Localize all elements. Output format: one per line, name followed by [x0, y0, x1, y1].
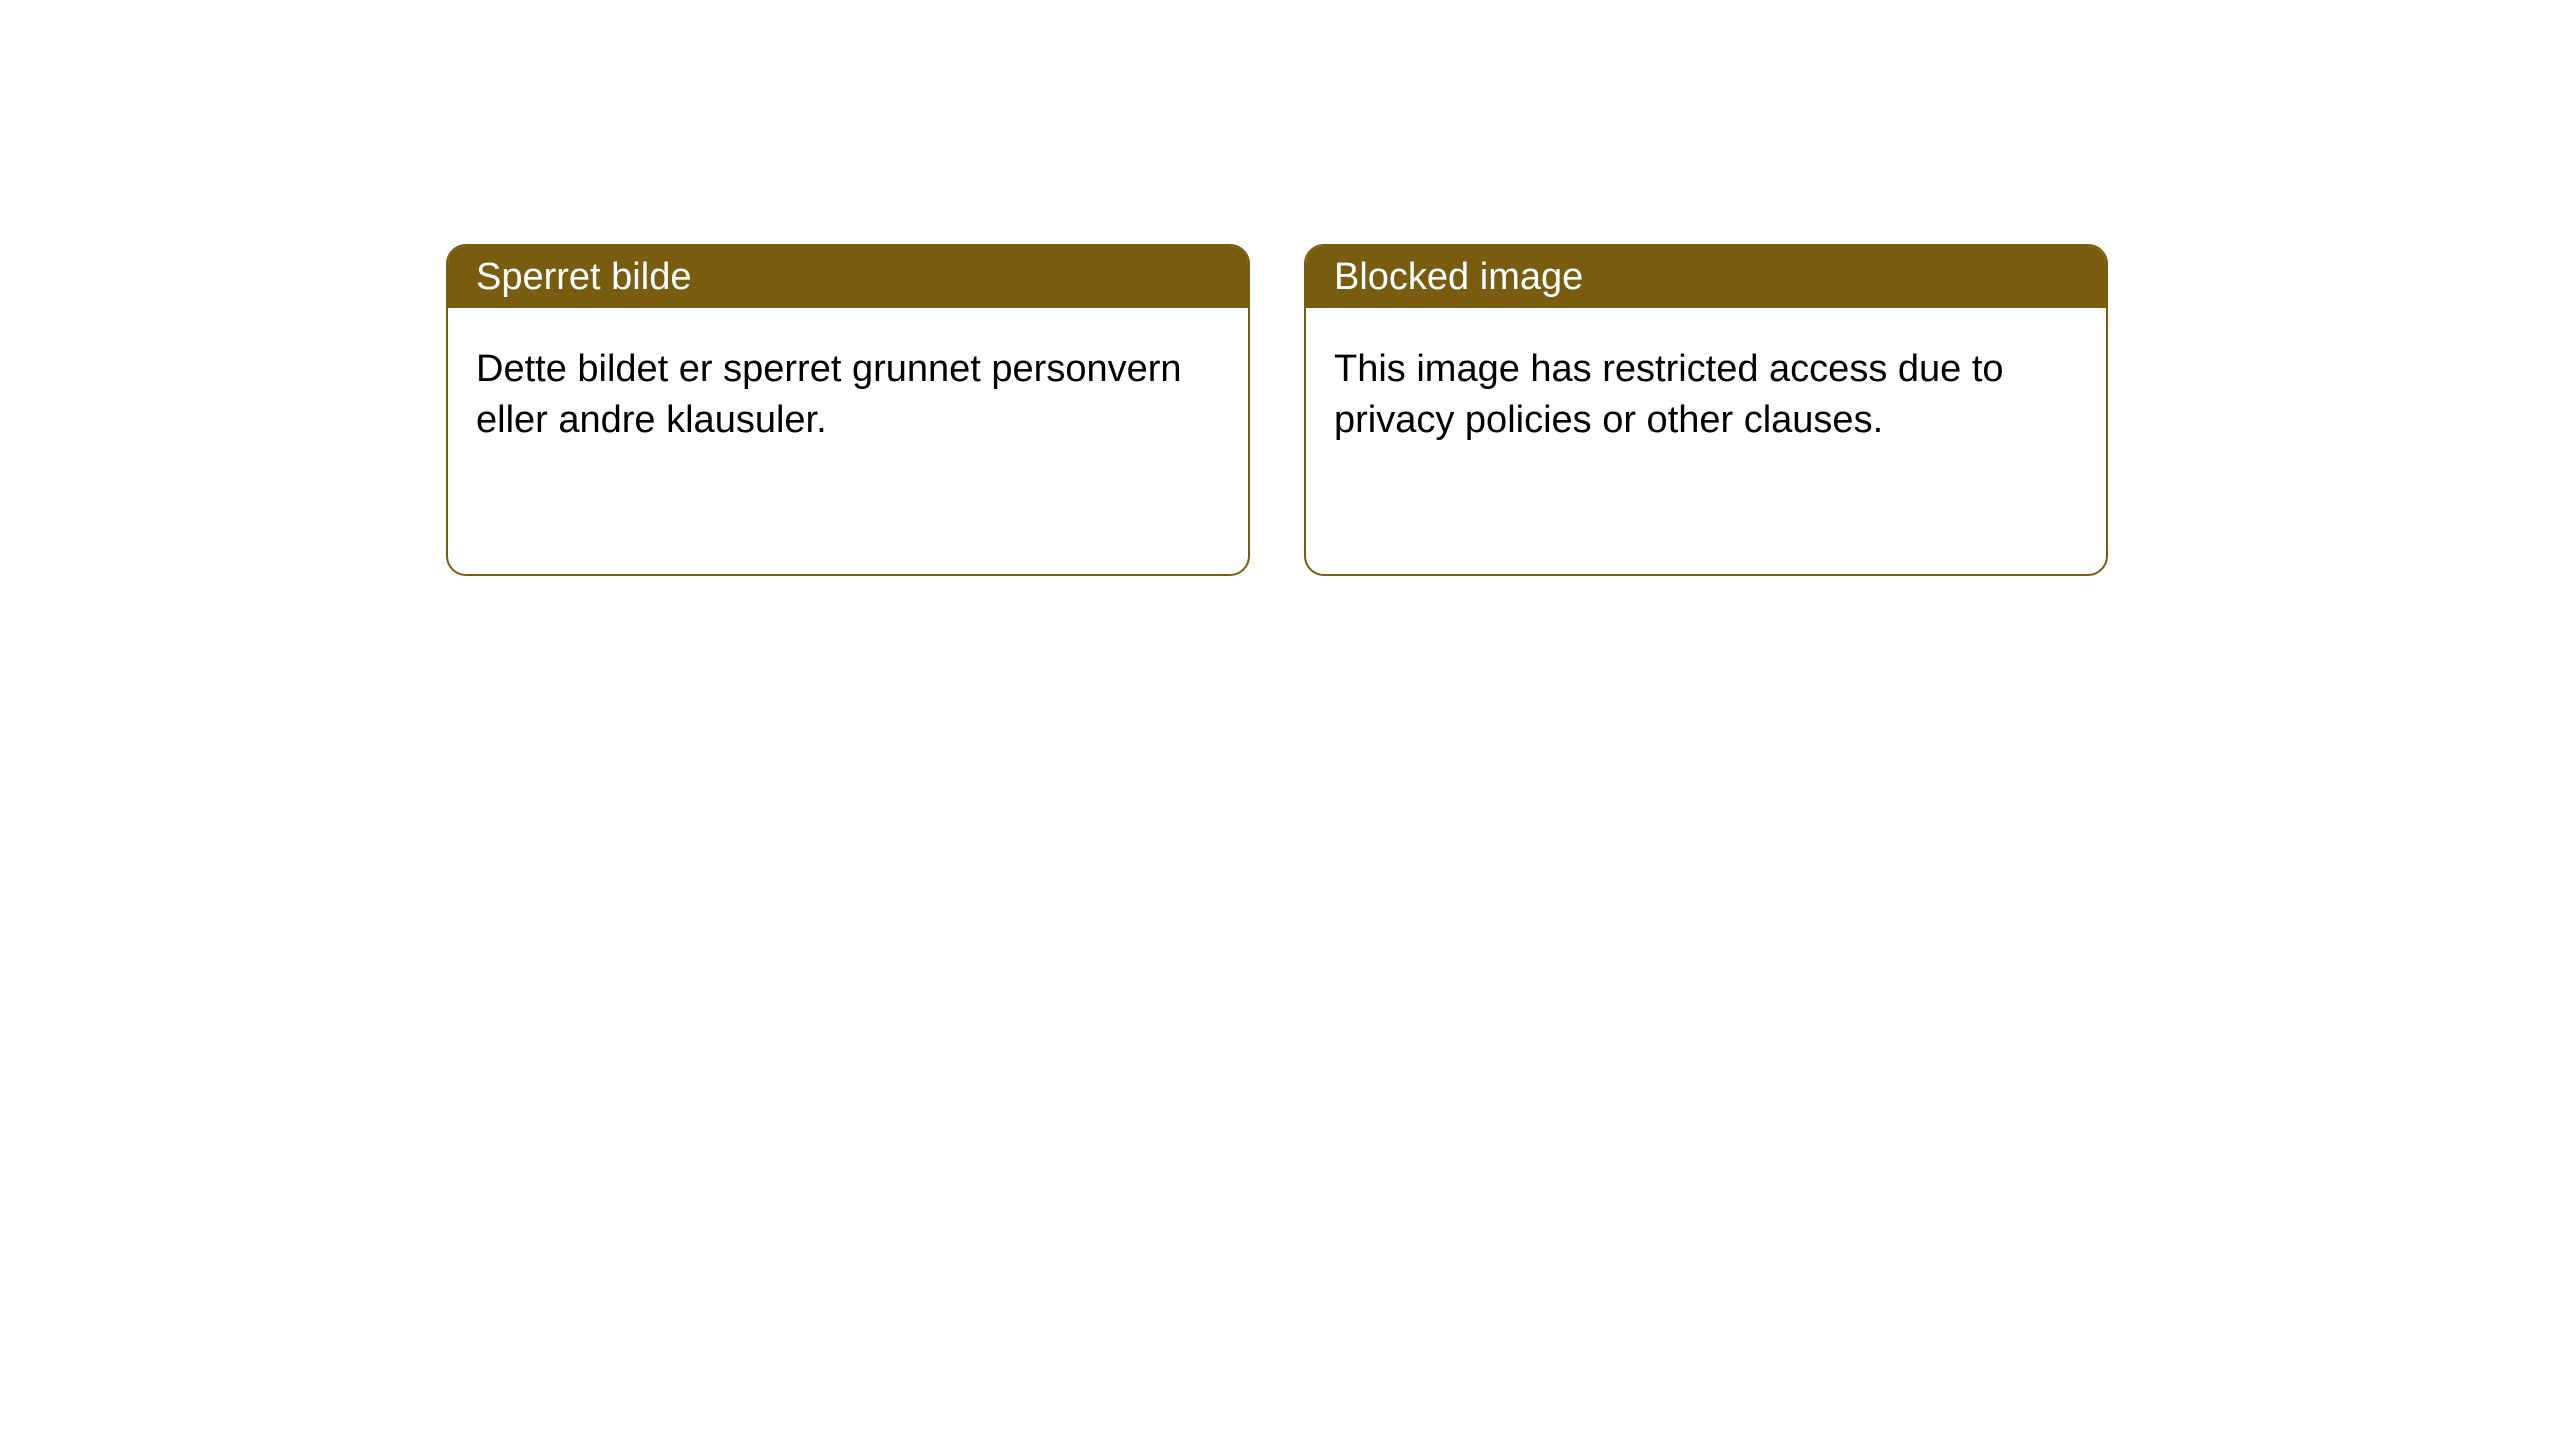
card-title: Blocked image — [1334, 256, 1583, 299]
card-title: Sperret bilde — [476, 256, 691, 299]
card-header: Blocked image — [1306, 246, 2106, 308]
card-body-text: Dette bildet er sperret grunnet personve… — [476, 348, 1182, 441]
blocked-image-card-en: Blocked image This image has restricted … — [1304, 244, 2108, 576]
card-body: Dette bildet er sperret grunnet personve… — [448, 308, 1248, 483]
card-body-text: This image has restricted access due to … — [1334, 348, 2004, 441]
blocked-image-card-no: Sperret bilde Dette bildet er sperret gr… — [446, 244, 1250, 576]
card-header: Sperret bilde — [448, 246, 1248, 308]
info-cards-container: Sperret bilde Dette bildet er sperret gr… — [446, 244, 2560, 576]
card-body: This image has restricted access due to … — [1306, 308, 2106, 483]
